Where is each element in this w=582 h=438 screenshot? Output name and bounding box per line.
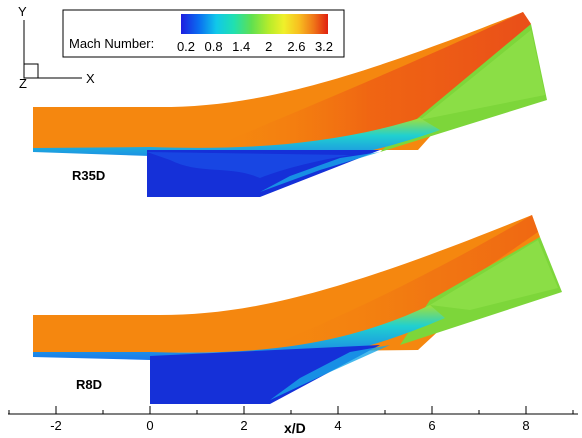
x-axis-tick-label: 4 bbox=[334, 418, 341, 433]
legend-tick-label: 0.8 bbox=[205, 39, 223, 54]
x-axis-title: x/D bbox=[284, 420, 306, 436]
legend-tick-label: 1.4 bbox=[232, 39, 250, 54]
x-axis-tick-label: 2 bbox=[240, 418, 247, 433]
legend-tick-label: 3.2 bbox=[315, 39, 333, 54]
legend-ticks: 0.2 0.8 1.4 2 2.6 3.2 bbox=[177, 39, 333, 54]
mach-colorbar bbox=[181, 14, 328, 34]
x-axis-tick-label: 8 bbox=[522, 418, 529, 433]
panel-r8d: R8D bbox=[33, 215, 562, 404]
x-axis-ticks: -2 0 2 4 6 8 bbox=[8, 406, 574, 433]
mach-legend: Mach Number: 0.2 0.8 1.4 2 2.6 3.2 bbox=[62, 9, 345, 58]
x-axis-tick-label: 0 bbox=[146, 418, 153, 433]
triad-y-label: Y bbox=[18, 4, 27, 19]
panel-r35d: R35D bbox=[33, 12, 547, 197]
panel-label-r35d: R35D bbox=[72, 168, 105, 183]
r35d-post-shock-inner bbox=[420, 30, 545, 120]
legend-tick-label: 0.2 bbox=[177, 39, 195, 54]
axis-triad: Y X Z bbox=[18, 4, 95, 91]
legend-title: Mach Number: bbox=[69, 36, 154, 51]
triad-box bbox=[23, 63, 39, 79]
triad-x-label: X bbox=[86, 71, 95, 86]
r35d-recirculation-eddies bbox=[147, 152, 350, 178]
x-axis: -2 0 2 4 6 8 x/D bbox=[8, 406, 578, 436]
r35d-expansion-region bbox=[210, 12, 531, 148]
r8d-recirculation-region bbox=[150, 345, 380, 404]
panel-label-r8d: R8D bbox=[76, 377, 102, 392]
r8d-post-shock-inner bbox=[430, 240, 558, 310]
legend-tick-label: 2.6 bbox=[287, 39, 305, 54]
triad-z-label: Z bbox=[19, 76, 27, 91]
x-axis-tick-label: 6 bbox=[428, 418, 435, 433]
x-axis-tick-label: -2 bbox=[50, 418, 62, 433]
legend-tick-label: 2 bbox=[265, 39, 272, 54]
